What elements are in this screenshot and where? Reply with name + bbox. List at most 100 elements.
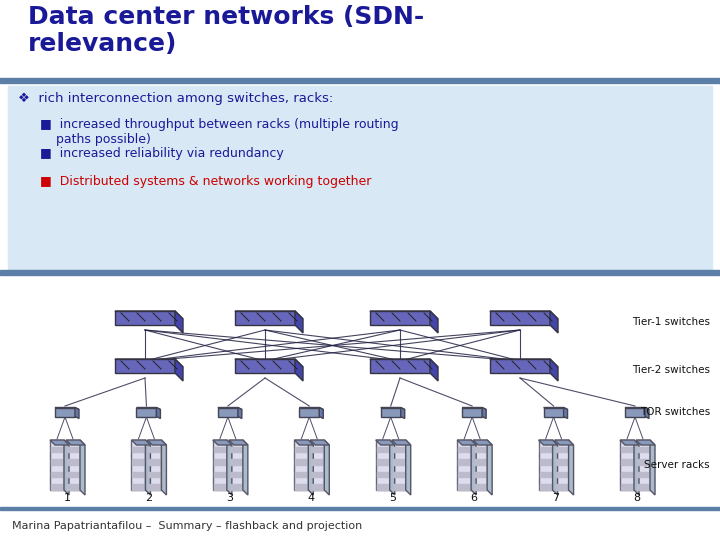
Bar (51, 472, 63, 477)
Bar (295, 472, 307, 477)
Text: Data center networks (SDN-: Data center networks (SDN- (28, 5, 424, 29)
Polygon shape (487, 440, 492, 495)
Polygon shape (310, 440, 329, 445)
Polygon shape (381, 408, 401, 416)
Polygon shape (80, 440, 85, 495)
Polygon shape (490, 359, 558, 367)
Bar (556, 484, 567, 489)
Polygon shape (490, 359, 550, 373)
Polygon shape (64, 440, 69, 495)
Text: Tier-2 switches: Tier-2 switches (632, 365, 710, 375)
Polygon shape (370, 359, 438, 367)
Text: Marina Papatriantafilou –  Summary – flashback and projection: Marina Papatriantafilou – Summary – flas… (12, 521, 362, 531)
Polygon shape (50, 440, 64, 490)
Polygon shape (227, 440, 232, 495)
Bar (556, 459, 567, 464)
Polygon shape (392, 440, 405, 490)
Bar (474, 459, 486, 464)
Bar (474, 447, 486, 452)
Bar (67, 484, 79, 489)
Polygon shape (401, 408, 405, 418)
Bar (148, 484, 161, 489)
Bar (621, 447, 633, 452)
Text: 6: 6 (471, 493, 477, 503)
Bar (230, 472, 242, 477)
Bar (51, 484, 63, 489)
Bar (148, 447, 161, 452)
Polygon shape (218, 408, 238, 416)
Bar (392, 484, 405, 489)
Polygon shape (457, 440, 476, 445)
Polygon shape (370, 359, 430, 373)
Bar (0, 508, 720, 540)
Polygon shape (376, 440, 395, 445)
Polygon shape (430, 359, 438, 381)
Polygon shape (295, 359, 303, 381)
Polygon shape (490, 311, 558, 319)
Bar (230, 459, 242, 464)
Bar (311, 447, 323, 452)
Polygon shape (462, 408, 486, 409)
Bar (556, 447, 567, 452)
Bar (621, 459, 633, 464)
Polygon shape (175, 359, 183, 381)
Bar (295, 447, 307, 452)
Polygon shape (75, 408, 79, 418)
Bar (539, 447, 552, 452)
Polygon shape (115, 311, 183, 319)
Bar (458, 447, 470, 452)
Text: relevance): relevance) (28, 32, 177, 56)
Polygon shape (148, 440, 161, 490)
Text: Tier-1 switches: Tier-1 switches (632, 317, 710, 327)
Polygon shape (636, 440, 650, 490)
Polygon shape (554, 440, 574, 445)
Bar (295, 484, 307, 489)
Bar (458, 459, 470, 464)
Text: 2: 2 (145, 493, 152, 503)
Polygon shape (229, 440, 243, 490)
Text: Server racks: Server racks (644, 460, 710, 470)
Bar (148, 472, 161, 477)
Bar (8, 86, 712, 272)
Bar (132, 484, 145, 489)
Text: 1: 1 (63, 493, 71, 503)
Polygon shape (66, 440, 85, 445)
Bar (377, 459, 389, 464)
Bar (0, 272, 720, 508)
Bar (214, 459, 226, 464)
Polygon shape (457, 440, 471, 490)
Bar (0, 78, 720, 83)
Polygon shape (55, 408, 79, 409)
Polygon shape (625, 408, 645, 416)
Polygon shape (564, 408, 567, 418)
Bar (621, 484, 633, 489)
Polygon shape (381, 408, 405, 409)
Bar (377, 447, 389, 452)
Polygon shape (392, 440, 410, 445)
Bar (392, 459, 405, 464)
Bar (637, 472, 649, 477)
Polygon shape (324, 440, 329, 495)
Polygon shape (235, 359, 295, 373)
Bar (0, 270, 720, 275)
Bar (556, 472, 567, 477)
Bar (214, 447, 226, 452)
Polygon shape (55, 408, 75, 416)
Polygon shape (213, 440, 227, 490)
Polygon shape (544, 408, 564, 416)
Polygon shape (636, 440, 655, 445)
Bar (539, 472, 552, 477)
Polygon shape (620, 440, 634, 490)
Bar (132, 472, 145, 477)
Polygon shape (473, 440, 492, 445)
Bar (51, 459, 63, 464)
Polygon shape (300, 408, 323, 409)
Bar (311, 472, 323, 477)
Bar (0, 507, 720, 510)
Polygon shape (213, 440, 232, 445)
Polygon shape (544, 408, 567, 409)
Bar (230, 484, 242, 489)
Bar (311, 459, 323, 464)
Polygon shape (132, 440, 150, 445)
Text: TOR switches: TOR switches (640, 407, 710, 417)
